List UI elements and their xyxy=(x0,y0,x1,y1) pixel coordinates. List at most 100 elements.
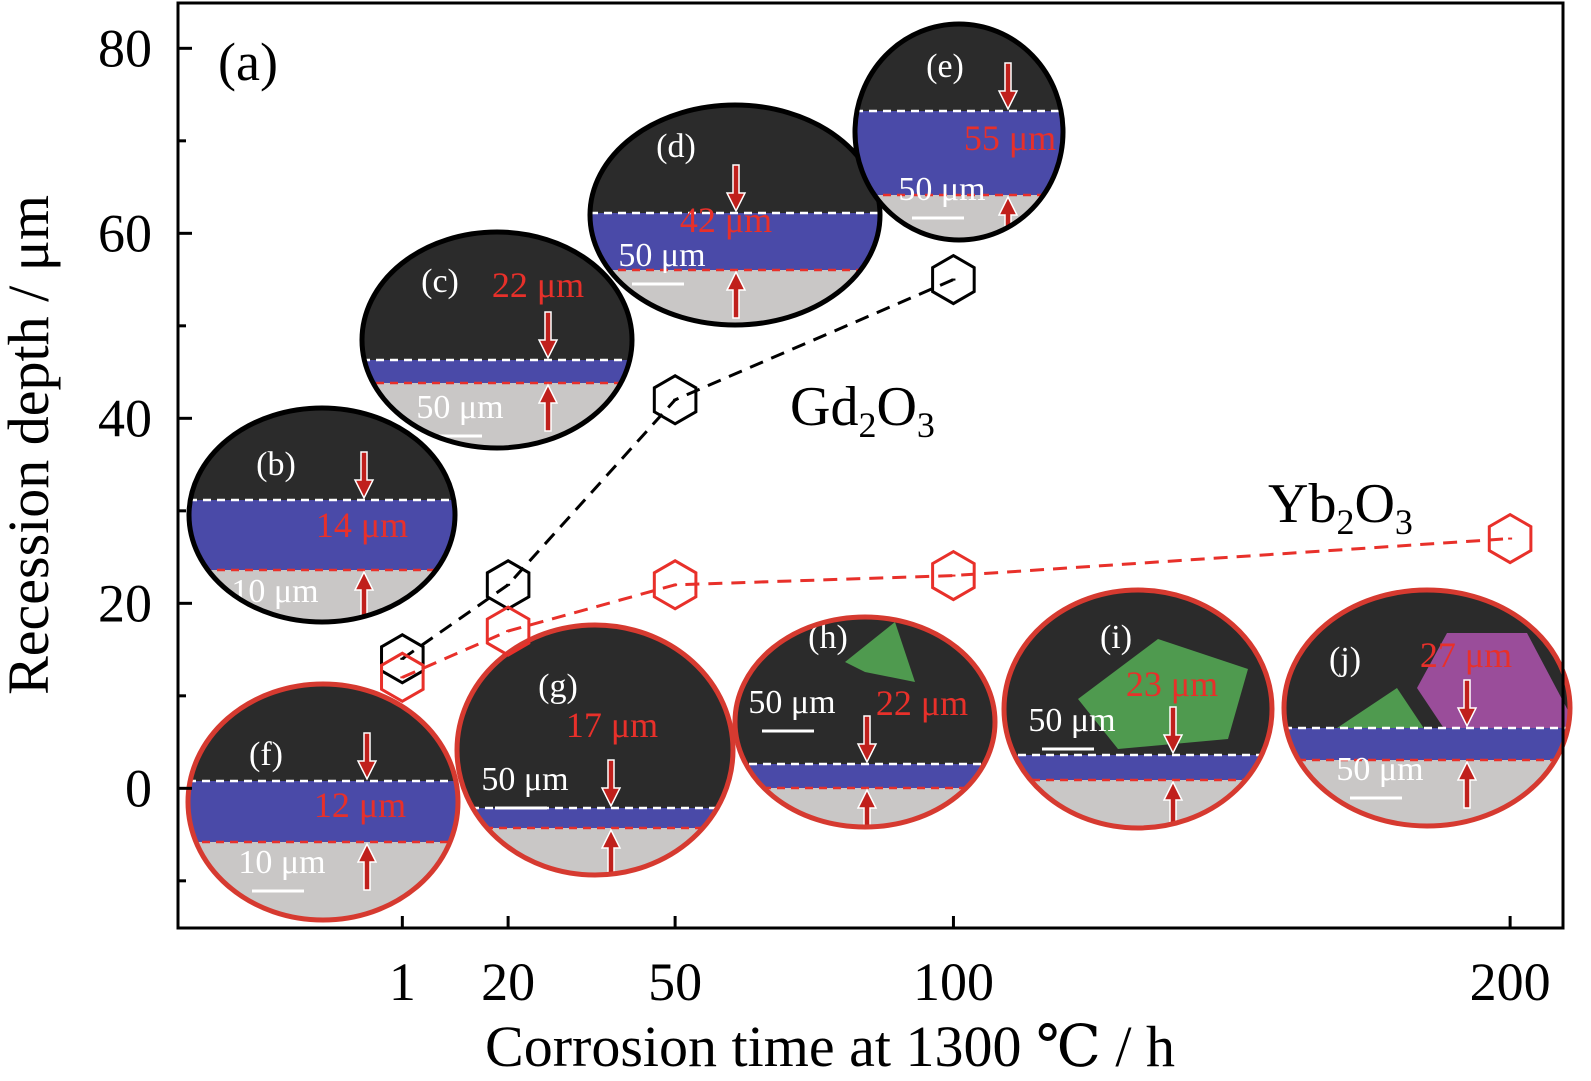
arrow-down-icon xyxy=(537,311,559,360)
inset-reaction-band xyxy=(1284,728,1570,760)
inset-grain-purple xyxy=(1417,633,1570,733)
inset-label: (b) xyxy=(256,446,296,483)
inset-depth-label: 17 μm xyxy=(566,705,658,745)
inset-depth-label: 14 μm xyxy=(316,505,408,545)
axis-ticks: 1 20 50 100 200 0 20 40 60 80 xyxy=(98,18,1551,1012)
inset-reaction-band xyxy=(1004,755,1272,780)
inset-reaction-band xyxy=(855,111,1063,195)
inset-border xyxy=(359,229,635,451)
inset-label: (j) xyxy=(1329,641,1361,678)
data-point-yb2o3 xyxy=(1487,512,1533,565)
inset-border xyxy=(1001,587,1275,831)
inset-scale-label: 50 μm xyxy=(1336,751,1423,788)
y-tick-label: 0 xyxy=(125,758,152,818)
inset-reaction-band xyxy=(188,781,458,842)
data-point-gd2o3 xyxy=(380,633,425,685)
inset-depth-label: 23 μm xyxy=(1126,664,1218,704)
arrow-down-icon xyxy=(600,759,622,808)
arrow-down-icon xyxy=(856,715,878,764)
y-tick-label: 60 xyxy=(98,203,152,263)
data-series xyxy=(380,253,1533,704)
inset-label: (c) xyxy=(421,263,459,300)
data-point-center xyxy=(506,583,511,586)
arrow-down-icon xyxy=(725,164,747,213)
inset-scale-label: 50 μm xyxy=(481,761,568,798)
inset-reaction-band xyxy=(189,500,455,570)
inset-reaction-band xyxy=(362,360,632,383)
arrow-down-icon xyxy=(356,732,378,781)
x-tick-label: 1 xyxy=(389,952,416,1012)
inset-depth-label: 42 μm xyxy=(680,200,772,240)
arrow-up-icon xyxy=(537,383,559,432)
inset-depth-label: 22 μm xyxy=(492,265,584,305)
inset-grain-green xyxy=(1078,639,1248,749)
y-axis-label: Recession depth / μm xyxy=(0,195,61,695)
inset-grain-green xyxy=(1337,688,1427,733)
inset-scale-label: 50 μm xyxy=(416,389,503,426)
inset-border xyxy=(732,614,998,830)
inset-border xyxy=(185,681,461,923)
inset-scale-label: 10 μm xyxy=(238,844,325,881)
data-point-yb2o3 xyxy=(931,549,976,602)
arrow-down-icon xyxy=(353,451,375,500)
inset-reaction-band xyxy=(735,764,995,788)
inset-label: (d) xyxy=(656,128,696,165)
inset-label: (f) xyxy=(249,736,283,773)
y-tick-label: 20 xyxy=(98,573,152,633)
y-tick-label: 80 xyxy=(98,18,152,78)
data-point-gd2o3 xyxy=(931,253,976,306)
arrow-up-icon xyxy=(356,842,378,891)
inset-substrate xyxy=(457,828,733,875)
data-point-yb2o3 xyxy=(380,651,425,704)
data-point-yb2o3 xyxy=(485,605,531,657)
arrow-up-icon xyxy=(725,270,747,319)
x-tick-label: 100 xyxy=(913,952,994,1012)
data-point-center xyxy=(951,574,956,577)
inset-border xyxy=(186,405,458,625)
inset-scale-label: 50 μm xyxy=(898,171,985,208)
series-line-gd2o3 xyxy=(401,278,955,661)
inset-border xyxy=(587,102,883,328)
series-label-yb2o3: Yb2O3 xyxy=(1268,473,1413,542)
data-point-yb2o3 xyxy=(652,559,698,611)
inset-substrate xyxy=(1004,780,1272,828)
x-tick-label: 200 xyxy=(1470,952,1551,1012)
inset-border xyxy=(852,21,1066,243)
data-point-center xyxy=(673,398,678,401)
x-tick-label: 20 xyxy=(481,952,535,1012)
panel-label: (a) xyxy=(218,32,278,92)
x-tick-label: 50 xyxy=(648,952,702,1012)
inset-label: (i) xyxy=(1100,619,1132,656)
inset-border xyxy=(454,622,736,878)
inset-label: (g) xyxy=(538,668,578,705)
arrow-up-icon xyxy=(1456,760,1478,809)
data-point-gd2o3 xyxy=(652,374,698,426)
arrow-up-icon xyxy=(856,788,878,827)
data-point-center xyxy=(506,630,511,633)
data-point-center xyxy=(400,676,405,679)
inset-reaction-band xyxy=(590,213,880,270)
arrow-down-icon xyxy=(1456,679,1478,728)
inset-depth-label: 55 μm xyxy=(964,118,1056,158)
inset-label: (e) xyxy=(926,48,964,85)
inset-depth-label: 27 μm xyxy=(1420,635,1512,675)
inset-coating-region xyxy=(188,684,458,781)
inset-scale-label: 50 μm xyxy=(1028,702,1115,739)
data-point-center xyxy=(1508,537,1513,540)
data-point-center xyxy=(673,583,678,586)
arrow-down-icon xyxy=(997,62,1019,111)
plot-frame xyxy=(176,1,1565,930)
inset-scale-label: 50 μm xyxy=(618,237,705,274)
inset-depth-label: 22 μm xyxy=(876,683,968,723)
inset-scale-label: 50 μm xyxy=(748,684,835,721)
micrograph-inset: (e)55 μm 50 μm xyxy=(855,24,1063,240)
data-point-center xyxy=(400,657,405,660)
inset-border xyxy=(1281,587,1573,829)
series-label-gd2o3: Gd2O3 xyxy=(790,376,935,445)
inset-substrate xyxy=(189,570,455,622)
inset-reaction-band xyxy=(457,808,733,828)
y-tick-label: 40 xyxy=(98,388,152,448)
x-axis-label: Corrosion time at 1300 ℃ / h xyxy=(485,1014,1175,1079)
inset-depth-label: 12 μm xyxy=(314,785,406,825)
